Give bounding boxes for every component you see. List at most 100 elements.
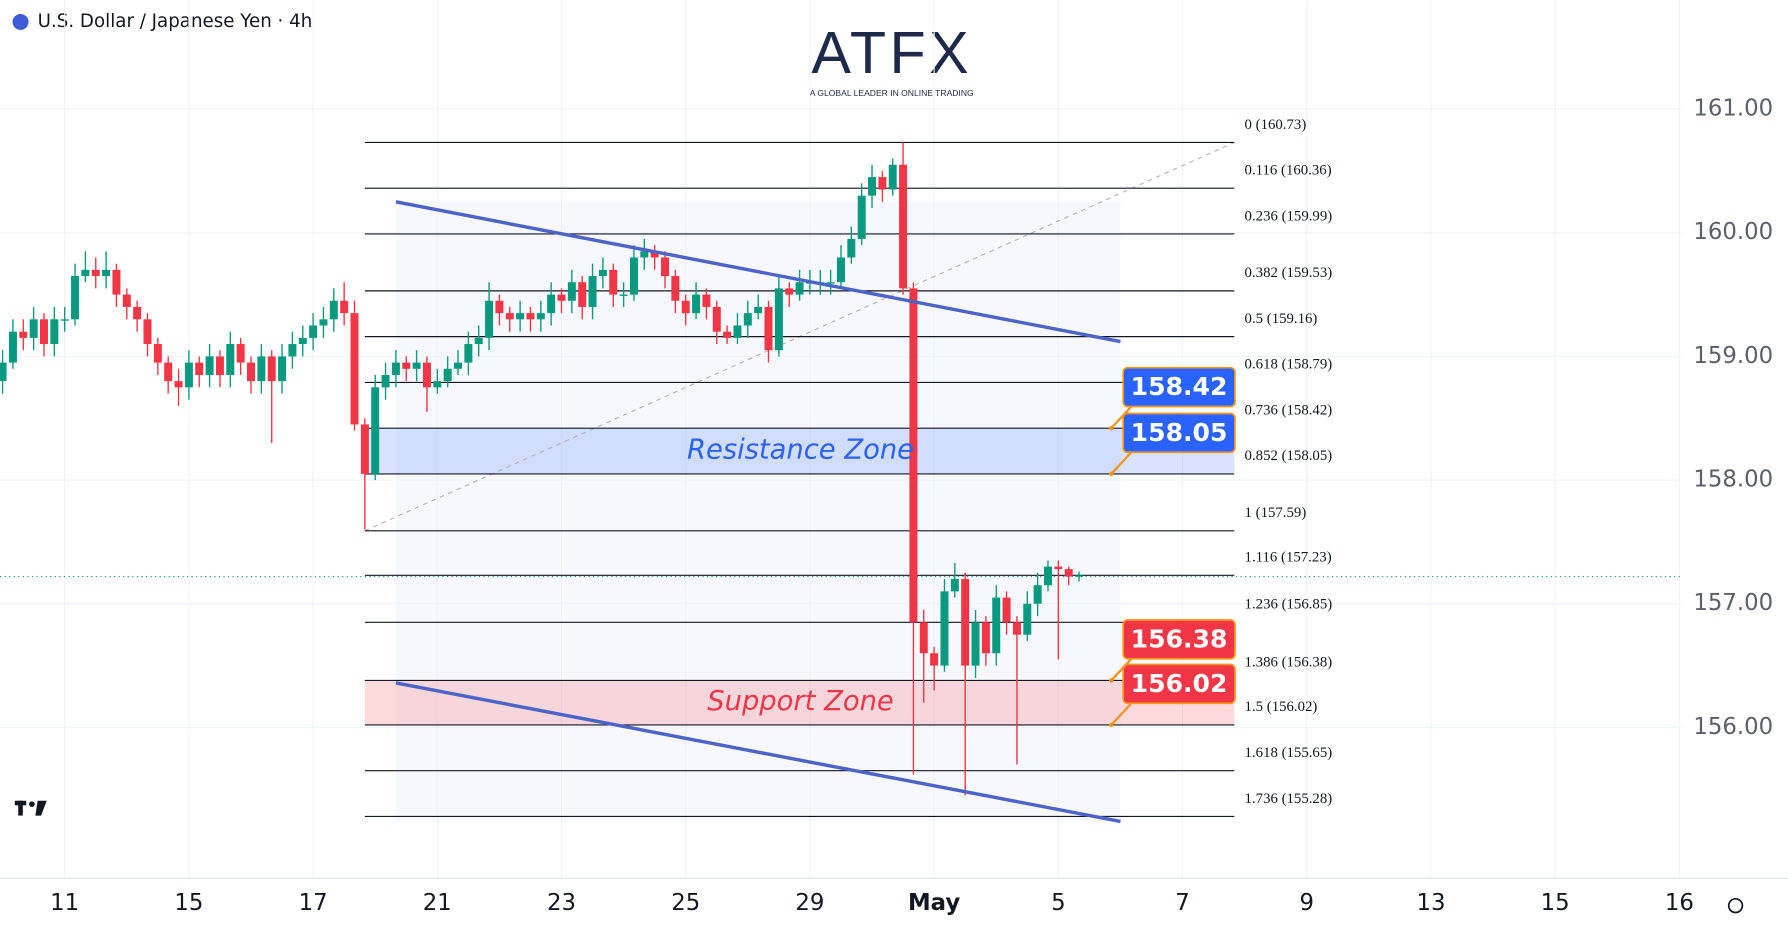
candle-body [785,288,794,295]
tv-logo [14,800,47,816]
fib-label: 0.618 (158.79) [1245,357,1333,373]
candle-body [950,579,959,592]
price-badge [1122,412,1236,454]
candle-body [868,177,877,196]
candle-body [578,282,587,307]
candle-body [278,356,287,382]
candle-body [29,319,38,338]
fib-label: 1 (157.59) [1245,505,1307,521]
fib-label: 0.5 (159.16) [1245,311,1318,327]
candle-body [267,356,276,382]
fib-label: 0.852 (158.05) [1245,448,1333,464]
candle-body [288,344,297,357]
plot: 158.05 158.42 156.02 156.38 [0,0,1682,879]
y-tick-label: 159.00 [1693,343,1773,369]
candle-body [381,374,390,388]
badge-dot [1109,425,1114,431]
candle-body [81,269,90,277]
x-tick-label: 29 [795,890,824,916]
candle-body [888,164,897,190]
x-tick-label: 9 [1299,890,1314,916]
candle-body [184,362,193,388]
candle-body [195,362,204,375]
candle-body [764,306,773,351]
price-badge-label: 158.05 [1131,418,1228,447]
logo: ATFX [811,19,972,86]
candle-body [226,344,235,375]
price-badge-label: 158.42 [1131,372,1228,401]
candle-body [640,251,649,258]
fib-label: 1.736 (155.28) [1245,791,1333,807]
candle-body [899,164,908,289]
candle-body [536,313,545,320]
candle-body [257,356,266,382]
x-tick-label: 16 [1665,890,1694,916]
price-badge [1122,366,1236,408]
fib-label: 1.236 (156.85) [1245,597,1333,613]
candle-body [774,288,783,351]
candle-body [205,356,214,375]
candle-body [164,362,173,382]
candle-body [91,269,100,277]
x-tick-label: 15 [174,890,203,916]
candle-body [71,276,80,320]
candle-body [857,195,866,239]
settings-icon[interactable] [1727,897,1744,914]
candle-body [723,331,732,338]
candle-body [567,282,576,301]
candle-body [454,362,462,369]
candle-body [661,257,670,277]
logo-tagline: A GLOBAL LEADER IN ONLINE TRADING [810,88,974,98]
candle-body [433,381,442,388]
candle-body [733,325,742,338]
candle-body [629,257,638,295]
candle-body [1033,585,1042,604]
price-badge [1122,619,1236,660]
candle-body [485,300,494,338]
candle-body [650,251,659,258]
candle-body [422,362,431,388]
candle-body [692,294,701,314]
candle-body [443,368,452,382]
candle-body [0,362,7,382]
candle-body [619,294,628,296]
candle-body [930,653,939,666]
candle-body [826,282,835,284]
price-badge-label: 156.38 [1131,625,1228,654]
candle-body [350,313,359,425]
candle-body [298,337,307,345]
candle-body [360,424,369,474]
candle-body [1043,566,1052,586]
candle-body [464,344,473,363]
x-tick-label: 15 [1541,890,1570,916]
fib-label: 1.116 (157.23) [1245,550,1332,566]
candle-body [702,294,711,307]
candle-body [1054,566,1063,570]
fib-label: 0.116 (160.36) [1245,163,1332,179]
x-tick-label: 13 [1416,890,1445,916]
channel-line [395,681,1121,824]
fib-label: 0.382 (159.53) [1245,265,1333,281]
candle-body [598,269,607,277]
candle-body [1002,597,1011,623]
y-tick-label: 161.00 [1693,96,1773,122]
badge-dot [1109,722,1114,728]
candle-body [547,294,556,314]
fib-label: 1.618 (155.65) [1245,745,1333,761]
candle-body [402,362,411,369]
candle-body [412,362,421,369]
zone-label: Resistance Zone [687,435,914,466]
candle-body [143,319,152,345]
fib-label: 1.5 (156.02) [1245,699,1318,715]
y-tick-label: 156.00 [1693,714,1773,740]
candle-body [215,356,224,375]
candle-body [919,622,928,654]
candle-body [474,337,483,345]
badge-dot [1109,471,1114,477]
candle-body [247,362,255,382]
candle-body [609,269,618,295]
x-tick-label: 21 [423,890,452,916]
candle-body [795,282,804,295]
